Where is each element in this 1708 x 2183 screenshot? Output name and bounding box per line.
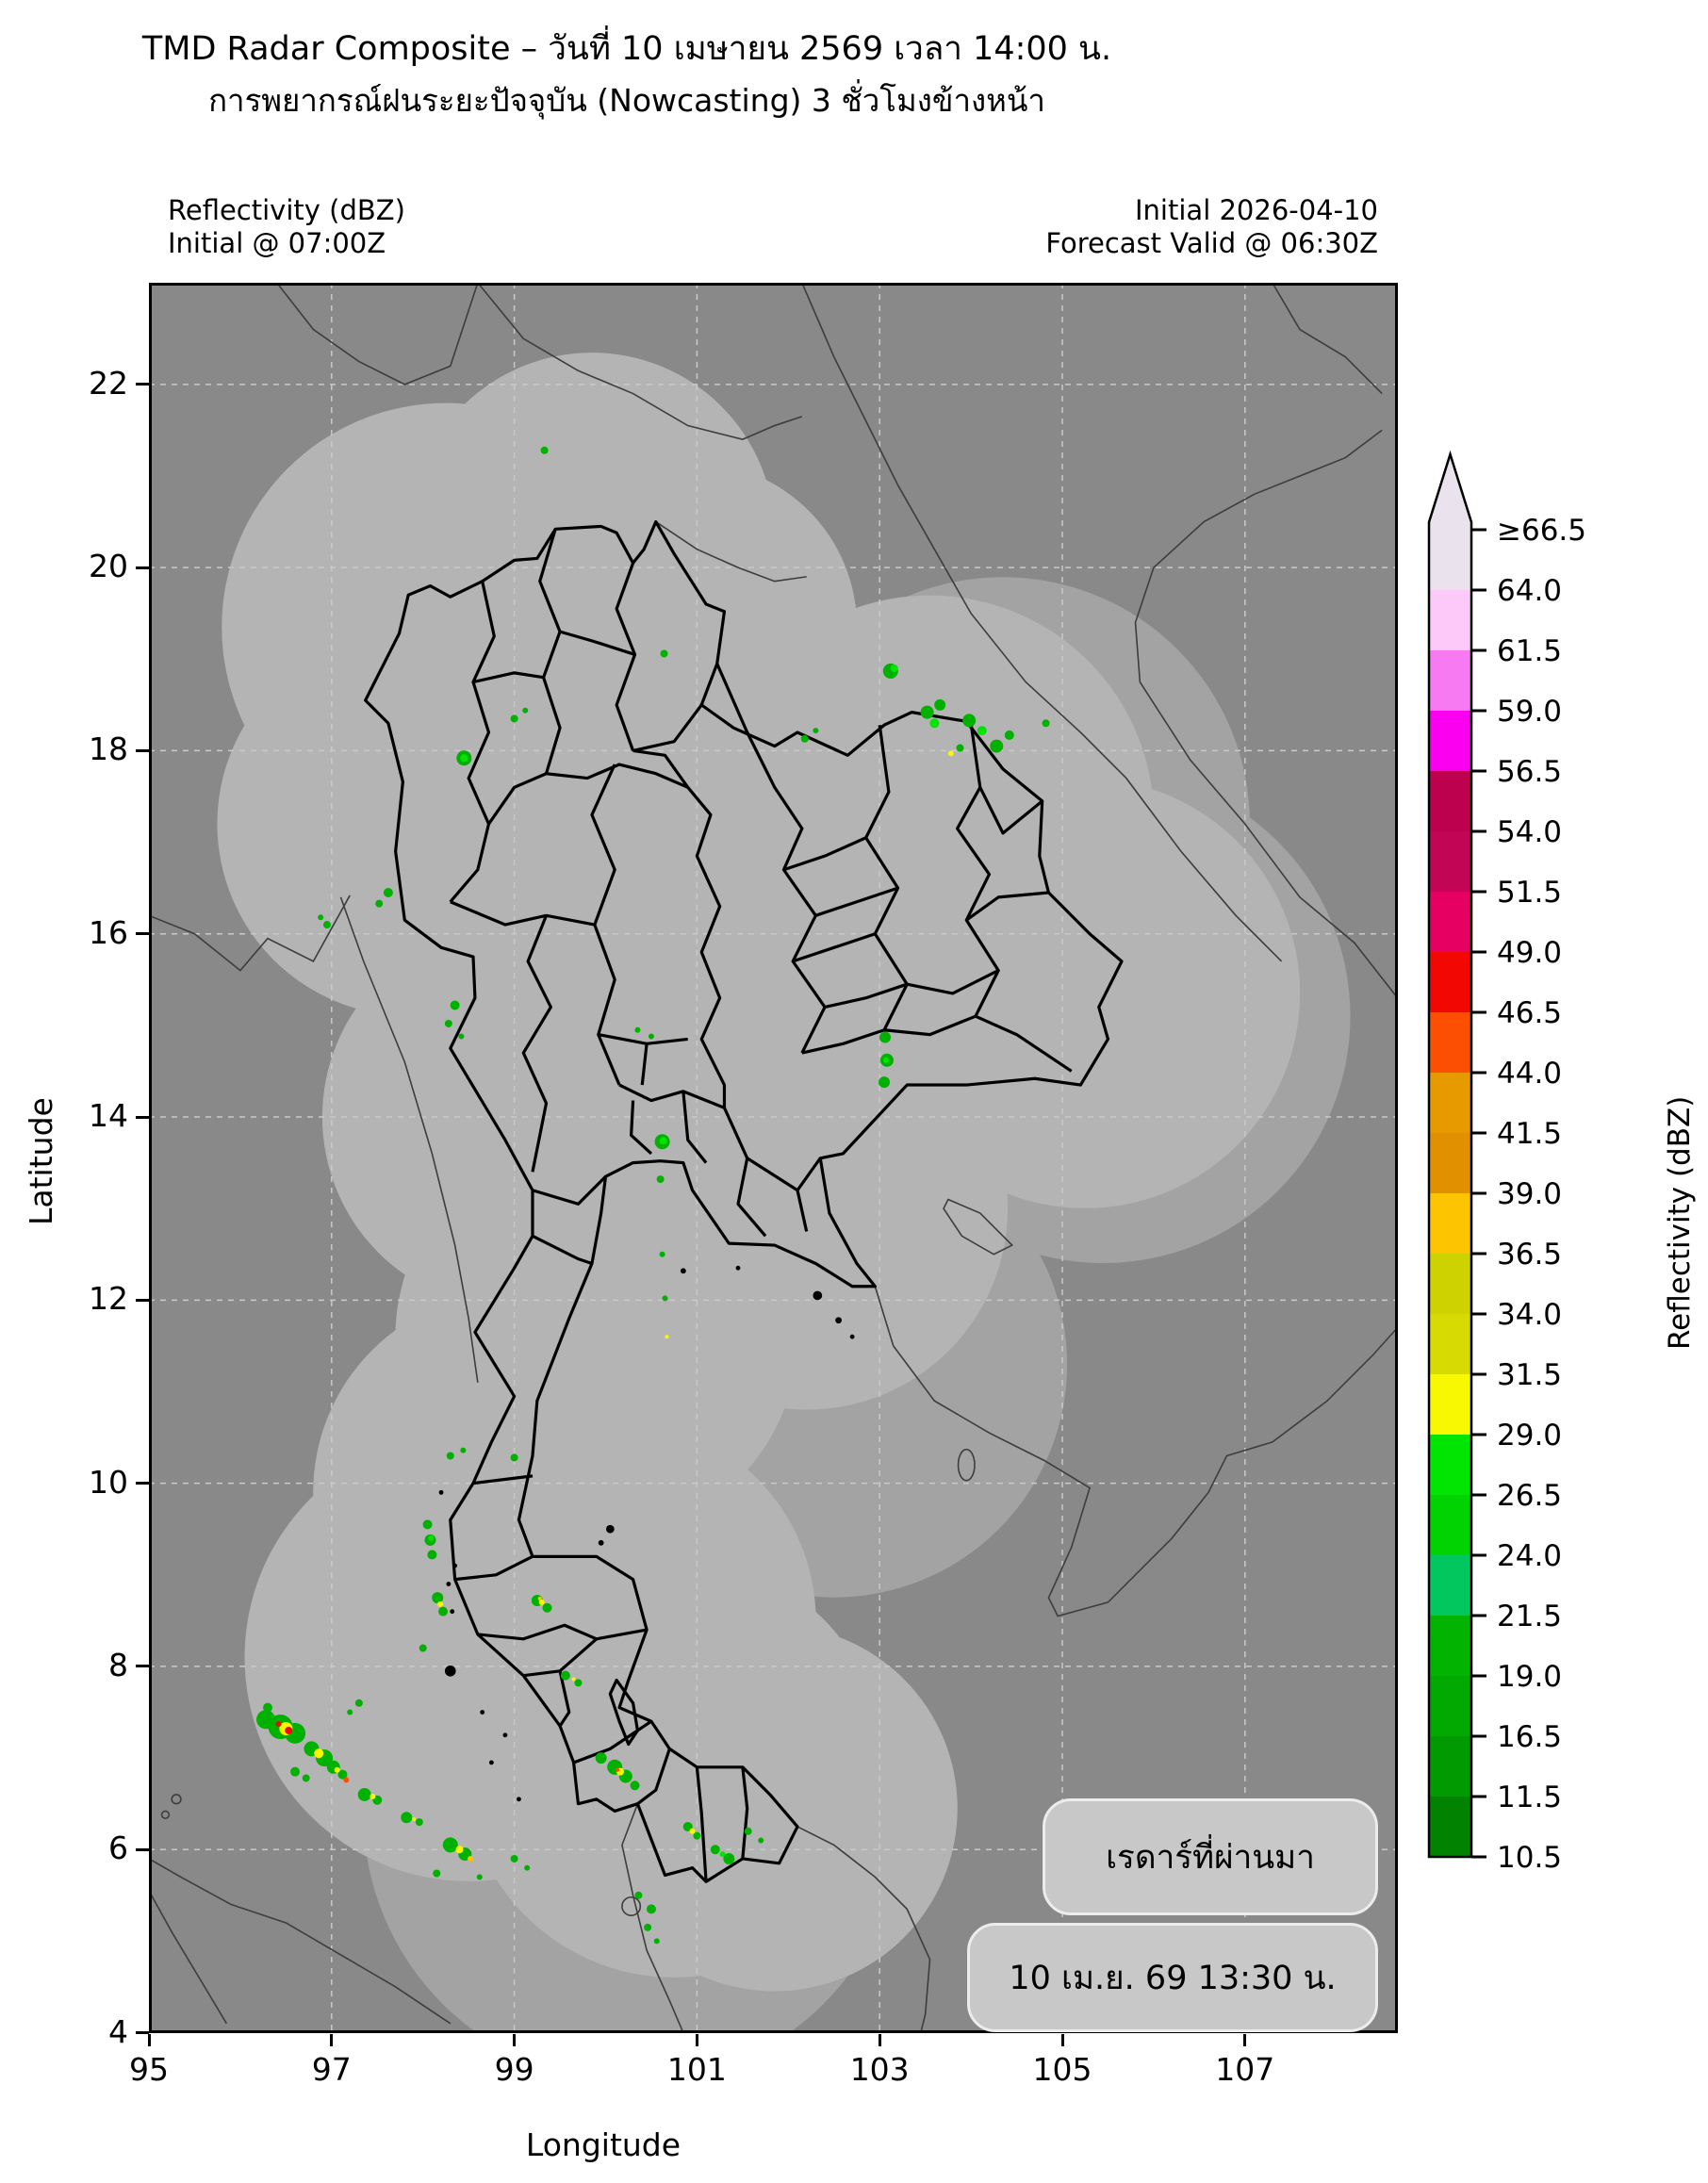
x-tick	[695, 2034, 698, 2046]
y-tick-label: 8	[108, 1646, 128, 1683]
y-tick-label: 14	[89, 1097, 128, 1135]
colorbar-tick-label: 41.5	[1497, 1117, 1562, 1151]
colorbar-tick-label: 46.5	[1497, 996, 1562, 1030]
header-right: Initial 2026-04-10 Forecast Valid @ 06:3…	[848, 194, 1378, 260]
y-tick	[136, 383, 149, 386]
figure-subtitle: การพยากรณ์ฝนระยะปัจจุบัน (Nowcasting) 3 …	[208, 82, 1045, 119]
x-tick-label: 101	[666, 2051, 727, 2088]
x-tick-label: 107	[1215, 2051, 1275, 2088]
x-axis-label: Longitude	[525, 2126, 682, 2163]
colorbar-tick-label: 24.0	[1497, 1539, 1562, 1573]
y-tick-label: 20	[89, 548, 128, 585]
colorbar-tick-label: 26.5	[1497, 1479, 1562, 1513]
y-tick	[136, 1665, 149, 1668]
y-tick-label: 18	[89, 730, 128, 768]
x-tick	[878, 2034, 881, 2046]
colorbar-tick-label: 10.5	[1497, 1841, 1562, 1875]
y-tick	[136, 566, 149, 569]
y-tick	[136, 932, 149, 936]
colorbar-tick-label: 49.0	[1497, 936, 1562, 970]
y-tick-label: 22	[89, 364, 128, 402]
header-right-line1: Initial 2026-04-10	[1135, 194, 1378, 226]
x-tick-label: 97	[311, 2051, 352, 2088]
header-right-line2: Forecast Valid @ 06:30Z	[1045, 227, 1378, 259]
y-tick-label: 6	[108, 1830, 128, 1867]
colorbar-tick-label: 39.0	[1497, 1177, 1562, 1211]
country-borders	[149, 283, 1398, 2033]
x-tick	[330, 2034, 334, 2046]
x-tick-label: 105	[1032, 2051, 1092, 2088]
colorbar-tick-label: 34.0	[1497, 1298, 1562, 1332]
y-tick	[136, 1482, 149, 1485]
colorbar-tick-label: 29.0	[1497, 1419, 1562, 1453]
y-tick-label: 10	[89, 1463, 128, 1501]
colorbar-tick-label: 36.5	[1497, 1238, 1562, 1272]
map-frame	[149, 283, 1398, 2033]
thailand-province-borders	[366, 522, 1122, 1882]
x-tick-label: 103	[849, 2051, 910, 2088]
x-tick	[1243, 2034, 1247, 2046]
radar-map	[149, 283, 1398, 2033]
colorbar-tick-label: 21.5	[1497, 1600, 1562, 1633]
radar-coverage-circles	[217, 353, 1301, 1992]
y-tick	[136, 1115, 149, 1119]
header-left-line2: Initial @ 07:00Z	[168, 227, 386, 259]
colorbar-tick-label: 51.5	[1497, 876, 1562, 910]
colorbar-label: Reflectivity (dBZ)	[1663, 1095, 1697, 1350]
colorbar-tick-label: 61.5	[1497, 634, 1562, 668]
colorbar-tick-label: 64.0	[1497, 574, 1562, 608]
y-tick	[136, 748, 149, 752]
header-left: Reflectivity (dBZ) Initial @ 07:00Z	[168, 194, 405, 260]
colorbar: ≥66.5 64.0 61.5 59.0 56.5 54.0 51.5 49.0 46.5 44.…	[1427, 450, 1586, 1875]
x-tick	[1060, 2034, 1064, 2046]
y-tick-label: 12	[89, 1280, 128, 1318]
radar-timestamp-badge: 10 เม.ย. 69 13:30 น.	[967, 1923, 1378, 2032]
y-tick	[136, 2031, 149, 2035]
colorbar-tick-label: 31.5	[1497, 1358, 1562, 1392]
figure-title: TMD Radar Composite – วันที่ 10 เมษายน 2…	[141, 30, 1112, 68]
radar-timestamp-badge-text: 10 เม.ย. 69 13:30 น.	[1009, 1959, 1337, 1997]
y-tick	[136, 1847, 149, 1851]
graticule-grid	[149, 283, 1398, 2033]
x-tick-label: 95	[129, 2051, 169, 2088]
colorbar-tick-label: 16.5	[1497, 1720, 1562, 1754]
y-tick	[136, 1298, 149, 1302]
colorbar-tick-label: 59.0	[1497, 695, 1562, 729]
colorbar-tick-label: 54.0	[1497, 815, 1562, 849]
colorbar-tick-label: 19.0	[1497, 1660, 1562, 1694]
x-tick-label: 99	[494, 2051, 534, 2088]
colorbar-tick-label: ≥66.5	[1497, 514, 1586, 548]
y-tick-label: 16	[89, 913, 128, 951]
colorbar-tick-label: 44.0	[1497, 1057, 1562, 1091]
header-left-line1: Reflectivity (dBZ)	[168, 194, 405, 226]
x-tick	[513, 2034, 517, 2046]
colorbar-tick-label: 56.5	[1497, 755, 1562, 789]
y-tick-label: 4	[108, 2012, 128, 2050]
island-dots	[438, 1265, 855, 1802]
radar-past-badge-text: เรดาร์ที่ผ่านมา	[1106, 1838, 1315, 1877]
radar-echoes	[256, 446, 1050, 1945]
y-axis-label: Latitude	[23, 1097, 59, 1225]
colorbar-tick-label: 11.5	[1497, 1781, 1562, 1814]
radar-past-badge: เรดาร์ที่ผ่านมา	[1043, 1798, 1378, 1915]
x-tick	[147, 2034, 151, 2046]
